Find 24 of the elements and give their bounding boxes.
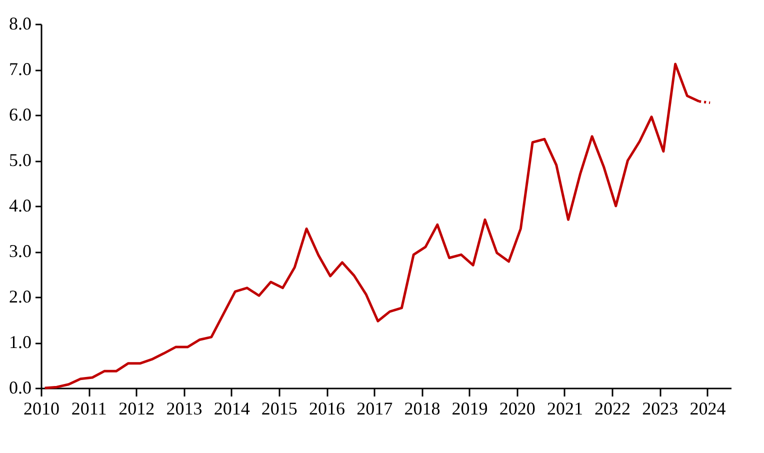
y-tick-label: 3.0	[9, 241, 32, 261]
x-tick-label: 2016	[309, 398, 346, 418]
x-tick-label: 2013	[166, 398, 202, 418]
y-tick-label: 0.0	[9, 378, 32, 398]
x-tick-label: 2018	[404, 398, 440, 418]
x-tick-label: 2022	[594, 398, 631, 418]
x-tick-label: 2012	[118, 398, 155, 418]
y-tick-label: 2.0	[9, 286, 32, 306]
x-tick-label: 2015	[261, 398, 298, 418]
y-tick-label: 8.0	[9, 14, 32, 34]
y-tick-label: 6.0	[9, 104, 32, 124]
x-tick-label: 2017	[356, 398, 393, 418]
x-tick-label: 2011	[71, 398, 107, 418]
y-tick-label: 7.0	[9, 59, 32, 79]
x-tick-label: 2024	[690, 398, 726, 418]
y-tick-label: 5.0	[9, 150, 32, 170]
x-tick-label: 2023	[642, 398, 678, 418]
x-tick-label: 2021	[546, 398, 583, 418]
x-tick-label: 2019	[452, 398, 488, 418]
x-tick-label: 2014	[214, 398, 250, 418]
x-tick-label: 2020	[499, 398, 536, 418]
x-tick-label: 2010	[24, 398, 60, 418]
y-tick-label: 4.0	[9, 196, 32, 216]
y-tick-label: 1.0	[9, 332, 32, 352]
